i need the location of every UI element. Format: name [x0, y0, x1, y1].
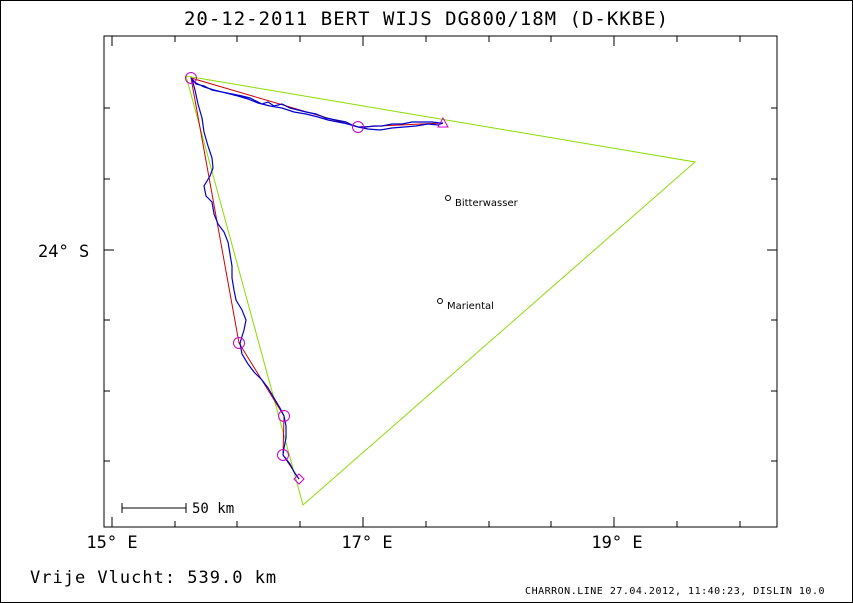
lon-tick-label: 19° E: [591, 533, 642, 553]
turnpoint-marker: [278, 410, 290, 422]
turnpoint-marker: [352, 121, 364, 133]
place-label-mariental: Mariental: [447, 301, 494, 312]
task-triangle: [185, 75, 697, 506]
lat-tick-label: 24° S: [38, 242, 89, 262]
place-marker: [445, 195, 451, 201]
axis-ticks: [104, 36, 777, 527]
turnpoint-marker: [277, 449, 289, 461]
plot-frame: [103, 35, 778, 528]
scale-bar: [121, 503, 187, 513]
gps-track: [190, 76, 444, 480]
optimized-route: [190, 77, 444, 480]
lon-tick-label: 17° E: [341, 533, 392, 553]
finish-marker: [293, 473, 305, 485]
distance-summary: Vrije Vlucht: 539.0 km: [30, 568, 278, 588]
credit-line: CHARRON.LINE 27.04.2012, 11:40:23, DISLI…: [525, 586, 825, 597]
turnpoint-marker: [185, 72, 197, 84]
place-label-bitterwasser: Bitterwasser: [455, 198, 519, 209]
turnpoint-marker: [233, 337, 245, 349]
place-marker: [437, 298, 443, 304]
scale-bar-label: 50 km: [192, 501, 234, 517]
page-title: 20-12-2011 BERT WIJS DG800/18M (D-KKBE): [183, 8, 670, 30]
start-marker: [437, 116, 449, 128]
lon-tick-label: 15° E: [86, 533, 137, 553]
